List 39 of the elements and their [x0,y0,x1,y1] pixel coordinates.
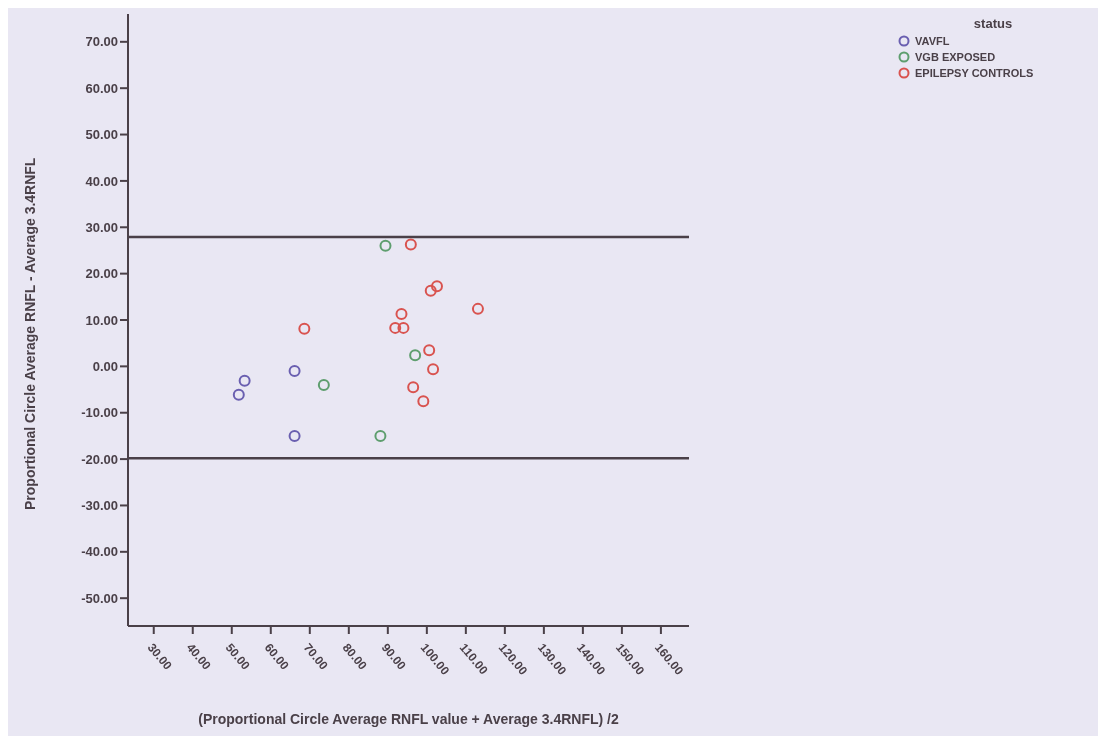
point [395,307,408,320]
legend-label: VGB EXPOSED [915,50,996,65]
point [417,395,430,408]
y-tick-label: -50.00 [81,590,118,606]
point [374,429,387,442]
y-tick-label: -10.00 [81,405,118,421]
y-tick-label: 40.00 [85,173,118,189]
y-tick-label: -30.00 [81,498,118,514]
y-tick-label: 10.00 [85,312,118,328]
point [409,349,422,362]
y-tick-label: 60.00 [85,80,118,96]
legend-label: EPILEPSY CONTROLS [915,66,1034,81]
point [232,388,245,401]
point [298,322,311,335]
y-tick-label: -20.00 [81,451,118,467]
point [389,321,402,334]
point [288,365,301,377]
point [423,344,436,357]
y-tick-label: -40.00 [81,544,118,560]
point [430,280,443,293]
legend-label: VAVFL [915,34,950,49]
point [407,381,420,394]
point [317,378,330,391]
y-tick-label: 0.00 [92,358,118,374]
point [471,302,484,315]
point [379,239,392,252]
point [427,363,440,376]
point [288,429,301,442]
y-tick-label: 20.00 [85,266,118,282]
point [424,284,437,297]
point [404,238,417,251]
point [397,321,410,334]
y-axis-title: Proportional Circle Average RNFL - Average 3.4RNFL [21,157,38,510]
y-tick-label: 30.00 [85,219,118,235]
point [238,374,251,387]
y-tick-label: 50.00 [85,127,118,143]
y-tick-label: 70.00 [85,34,118,50]
legend-title: status [972,16,1014,31]
x-axis-title: (Proportional Circle Average RNFL value + Average 3.4RNFL) /2 [198,711,619,727]
